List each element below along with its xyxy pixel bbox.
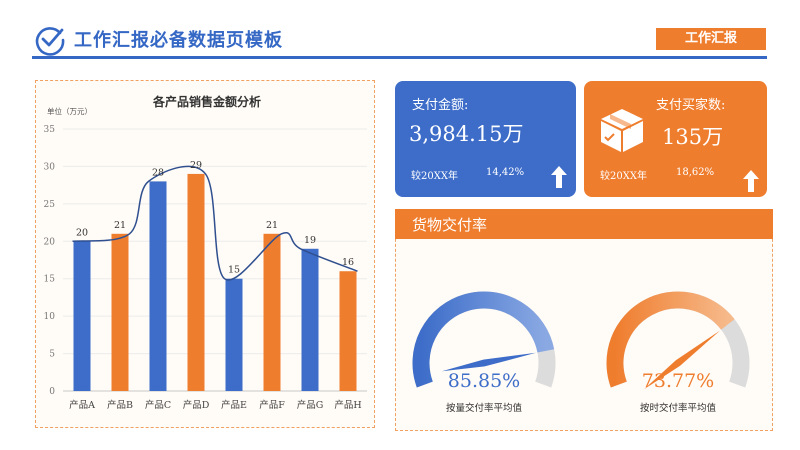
y-tick-label: 5 [49,350,55,360]
buyers-card-compare: 较20XX年 [600,171,647,182]
y-tick-label: 10 [44,312,56,322]
y-tick-label: 0 [49,387,55,397]
bar-value-label: 16 [342,257,354,268]
check-circle-icon [35,27,65,56]
page-title: 工作汇报必备数据页模板 [74,30,283,51]
bar-value-label: 29 [190,160,202,171]
bar-value-label: 28 [152,167,164,178]
payment-card-title: 支付金额: [412,98,469,113]
buyers-card-value: 135万 [662,125,724,149]
chart-unit-label: 单位（万元） [47,106,92,116]
bar [149,181,167,391]
x-tick-label: 产品F [259,399,285,411]
bar [73,241,91,391]
x-tick-label: 产品A [69,399,95,411]
gauge-caption: 按时交付率平均值 [640,402,717,414]
bar-value-label: 20 [76,227,88,238]
x-tick-label: 产品B [107,399,133,411]
delivery-rate-panel [395,209,773,431]
payment-card-value: 3,984.15万 [409,122,524,146]
buyers-card-title: 支付买家数: [656,98,726,113]
x-tick-label: 产品E [221,399,247,411]
bar [225,278,243,391]
gauge-needle [643,330,720,390]
delivery-gauges: 85.85% 按量交付率平均值 73.77% 按时交付率平均值 [412,291,750,414]
x-tick-label: 产品G [297,399,324,411]
bar [301,248,319,391]
y-tick-label: 25 [44,200,56,210]
bar [263,233,281,391]
arrow-up-icon [743,170,759,192]
gauge-needle [441,352,537,372]
bar-value-label: 15 [228,265,240,276]
x-tick-label: 产品D [183,399,210,411]
x-tick-label: 产品C [145,399,171,411]
package-icon [601,109,643,152]
trend-line [72,165,358,281]
bar-value-label: 19 [304,235,316,246]
bar [187,173,205,391]
payment-card-change: 14,42% [486,167,525,178]
gauge-value-arc [412,291,555,388]
delivery-rate-header [395,209,773,239]
y-tick-label: 30 [44,162,56,172]
buyers-card-change: 18,62% [676,167,715,178]
header-divider [32,56,767,59]
gauge-value-label: 73.77% [642,370,714,392]
arrow-up-icon [551,166,567,188]
y-tick-label: 20 [44,237,56,247]
y-tick-label: 35 [44,125,56,135]
work-report-button[interactable]: 工作汇报 [656,28,766,50]
bar [111,233,129,391]
chart-title: 各产品销售金额分析 [152,94,261,109]
bar [339,271,357,391]
gauge-value-label: 85.85% [448,370,520,392]
y-tick-label: 15 [44,275,56,285]
sales-bar-chart: 0 5 10 15 20 25 30 35 20 产品A 21 产品B 28 产品C 29 产品D 15 产品E… [44,94,367,411]
payment-card-compare: 较20XX年 [411,171,458,182]
delivery-rate-title: 货物交付率 [412,216,488,234]
x-tick-label: 产品H [334,399,361,411]
payment-amount-card: 支付金额: 3,984.15万 较20XX年 14,42% [395,81,576,197]
bar-value-label: 21 [266,220,278,231]
buyers-count-card: 支付买家数: 135万 较20XX年 18,62% [584,81,767,197]
gauge-caption: 按量交付率平均值 [446,402,523,414]
bar-value-label: 21 [114,220,126,231]
gauge-value-arc [606,291,735,388]
